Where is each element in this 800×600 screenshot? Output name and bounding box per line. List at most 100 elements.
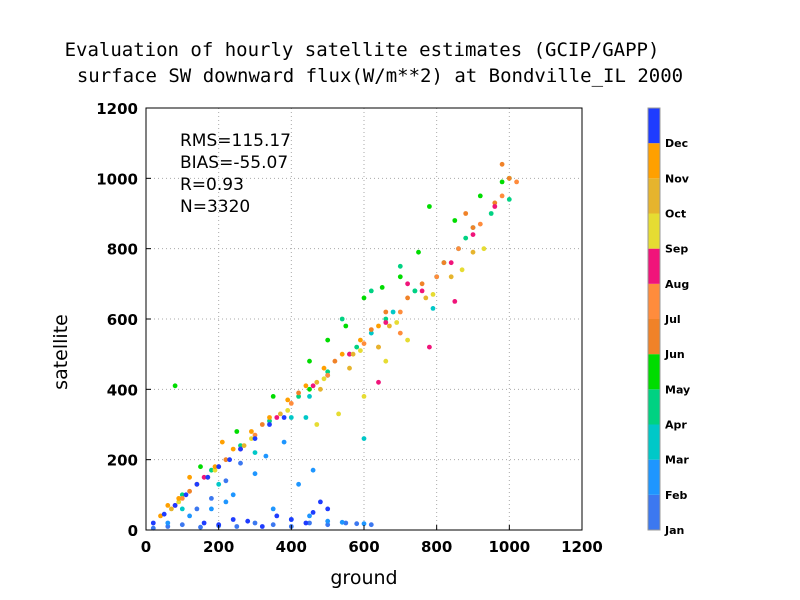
colorbar-swatch-apr bbox=[648, 389, 660, 425]
colorbar-label-jun: Jun bbox=[664, 348, 685, 361]
point-dec-10 bbox=[267, 422, 272, 427]
point-sep-9 bbox=[481, 246, 487, 252]
point-apr-3 bbox=[267, 418, 272, 424]
y-tick-label-4: 800 bbox=[107, 241, 138, 259]
point-jul-11 bbox=[514, 179, 519, 185]
point-nov-4 bbox=[230, 446, 236, 452]
point-may-16 bbox=[307, 386, 312, 392]
point-feb-8 bbox=[307, 513, 312, 519]
point-nov-9 bbox=[321, 365, 327, 371]
colorbar-frame bbox=[647, 107, 661, 531]
point-nov-12 bbox=[376, 323, 381, 329]
point-dec-13 bbox=[216, 522, 222, 528]
point-sep-8 bbox=[459, 267, 465, 273]
point-dec-0 bbox=[150, 520, 156, 526]
point-mar-8 bbox=[390, 309, 396, 315]
point-nov-14 bbox=[165, 503, 171, 508]
point-apr-5 bbox=[325, 369, 331, 375]
x-axis-label: ground bbox=[330, 567, 397, 589]
point-dec-5 bbox=[205, 474, 211, 480]
point-nov-11 bbox=[358, 337, 363, 343]
point-dec-14 bbox=[230, 517, 236, 522]
point-jan-6 bbox=[252, 520, 258, 526]
point-apr-7 bbox=[383, 316, 389, 322]
x-tick-label-4: 800 bbox=[421, 538, 452, 556]
point-mar-10 bbox=[430, 306, 436, 311]
point-nov-1 bbox=[176, 496, 182, 501]
point-nov-7 bbox=[285, 397, 291, 403]
point-dec-9 bbox=[252, 436, 258, 441]
point-feb-2 bbox=[209, 506, 214, 512]
point-sep-3 bbox=[285, 408, 291, 413]
point-dec-16 bbox=[259, 524, 265, 529]
point-jul-4 bbox=[325, 372, 331, 378]
y-tick-label-5: 1000 bbox=[96, 170, 138, 188]
point-dec-7 bbox=[227, 457, 233, 463]
x-tick-label-1: 200 bbox=[203, 538, 234, 556]
point-dec-22 bbox=[325, 506, 331, 512]
point-oct-3 bbox=[278, 411, 283, 417]
point-dec-6 bbox=[216, 464, 222, 470]
colorbar-swatch-oct bbox=[648, 178, 660, 214]
point-jan-2 bbox=[179, 522, 185, 528]
point-jun-8 bbox=[470, 225, 476, 231]
point-sep-10 bbox=[405, 337, 410, 343]
point-sep-14 bbox=[314, 422, 320, 427]
point-oct-7 bbox=[423, 295, 429, 301]
x-tick-label-2: 400 bbox=[276, 538, 307, 556]
point-sep-12 bbox=[361, 394, 367, 399]
point-may-7 bbox=[452, 218, 458, 223]
point-jun-6 bbox=[405, 295, 410, 301]
colorbar-label-nov: Nov bbox=[665, 172, 690, 185]
point-oct-8 bbox=[448, 274, 454, 280]
point-jun-3 bbox=[296, 390, 301, 396]
colorbar-swatch-jun bbox=[648, 319, 660, 355]
stats-box: RMS=115.17 BIAS=-55.07 R=0.93 N=3320 bbox=[180, 131, 291, 217]
point-oct-9 bbox=[470, 249, 476, 255]
point-feb-15 bbox=[223, 499, 229, 505]
point-aug-12 bbox=[427, 344, 432, 350]
point-nov-10 bbox=[339, 351, 345, 357]
point-jan-1 bbox=[165, 524, 171, 529]
point-sep-11 bbox=[383, 358, 389, 364]
point-may-5 bbox=[379, 285, 385, 290]
colorbar-swatch-dec bbox=[648, 108, 660, 144]
point-oct-11 bbox=[347, 365, 352, 371]
point-mar-0 bbox=[179, 506, 185, 512]
point-jun-1 bbox=[223, 457, 229, 463]
y-tick-label-3: 600 bbox=[107, 311, 138, 329]
point-feb-14 bbox=[310, 467, 316, 473]
point-nov-6 bbox=[267, 415, 272, 420]
point-jul-10 bbox=[499, 193, 505, 199]
point-jan-17 bbox=[194, 506, 200, 512]
point-apr-12 bbox=[506, 197, 512, 202]
point-feb-3 bbox=[230, 492, 236, 498]
point-may-0 bbox=[198, 464, 203, 470]
point-dec-20 bbox=[310, 510, 316, 515]
point-mar-14 bbox=[303, 415, 309, 420]
point-nov-0 bbox=[158, 513, 163, 519]
point-apr-0 bbox=[179, 492, 185, 498]
point-feb-1 bbox=[187, 513, 193, 519]
point-jan-7 bbox=[270, 522, 276, 528]
point-sep-4 bbox=[321, 376, 327, 382]
point-oct-0 bbox=[169, 506, 174, 512]
point-jan-11 bbox=[343, 520, 349, 526]
point-jan-9 bbox=[307, 520, 312, 526]
point-jun-13 bbox=[419, 281, 425, 287]
point-may-9 bbox=[499, 179, 505, 185]
point-jun-4 bbox=[332, 358, 338, 364]
point-nov-5 bbox=[249, 429, 254, 434]
colorbar-label-dec: Dec bbox=[665, 137, 688, 150]
chart-subtitle: surface SW downward flux(W/m**2) at Bond… bbox=[77, 65, 683, 87]
point-mar-1 bbox=[216, 481, 222, 487]
point-nov-15 bbox=[219, 439, 225, 445]
point-feb-6 bbox=[281, 439, 287, 445]
month-colorbar: Jan Feb Mar Apr May Jun Jul Aug Sep Oct Nov Dec bbox=[647, 107, 690, 537]
point-feb-5 bbox=[263, 453, 269, 459]
colorbar-swatch-feb bbox=[648, 459, 660, 495]
point-aug-1 bbox=[201, 474, 207, 480]
point-jan-3 bbox=[198, 524, 203, 530]
colorbar-label-sep: Sep bbox=[665, 243, 688, 256]
